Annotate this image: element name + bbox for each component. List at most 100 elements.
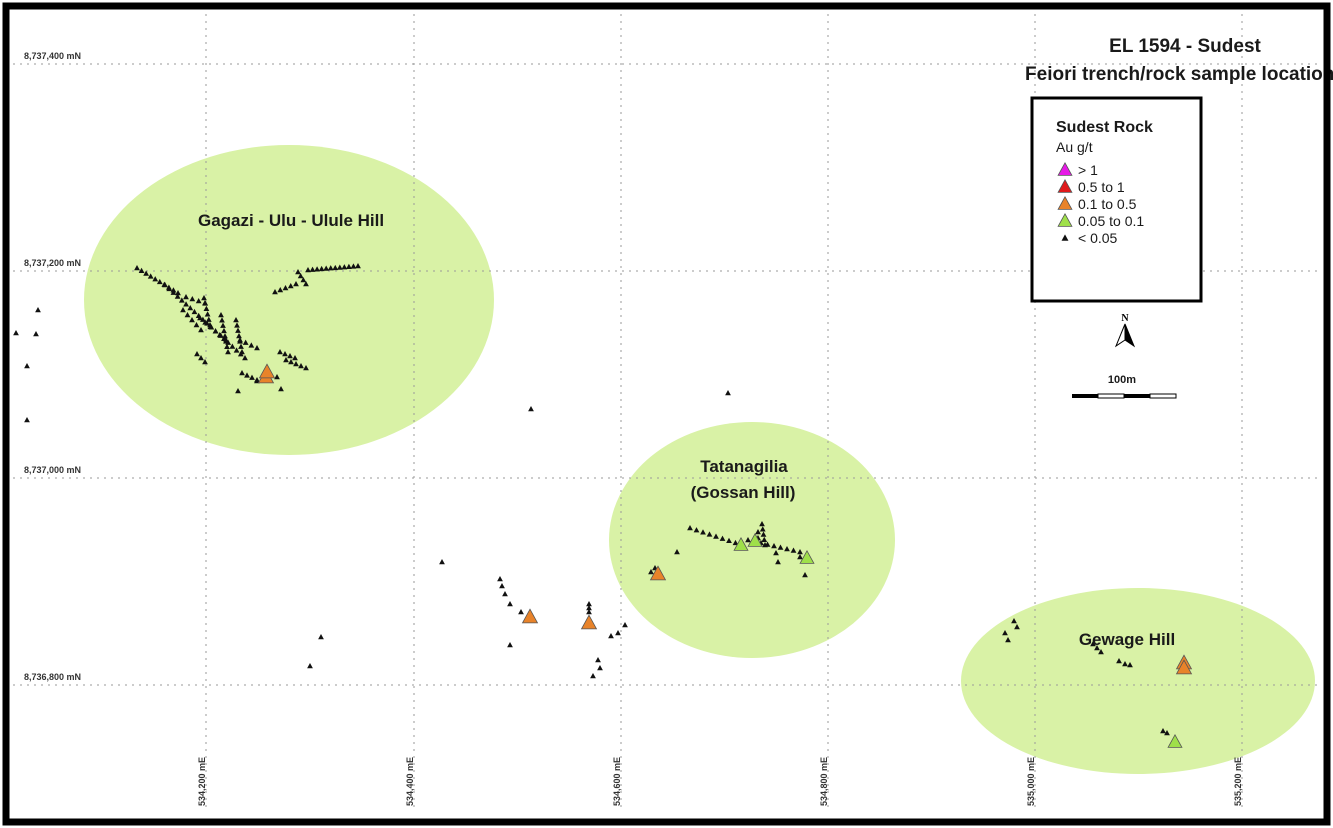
- graticule: [13, 14, 1318, 812]
- sample-point: [201, 295, 207, 301]
- sample-point: [797, 554, 803, 560]
- sample-point: [223, 338, 229, 344]
- sample-point: [178, 297, 185, 303]
- sample-point: [13, 330, 19, 336]
- sample-point: [507, 642, 513, 648]
- sample-point: [507, 601, 513, 607]
- sample-point: [327, 265, 334, 271]
- sample-point: [191, 308, 198, 315]
- sample-point: [713, 533, 719, 539]
- area-gewage: [961, 588, 1315, 774]
- sample-point: [759, 521, 765, 527]
- north-arrow-right-half: [1124, 323, 1136, 348]
- sample-point: [1127, 662, 1133, 668]
- sample-point: [773, 550, 779, 556]
- sample-point: [608, 633, 614, 639]
- map-title: EL 1594 - Sudest Feiori trench/rock samp…: [1025, 36, 1333, 85]
- legend-rows: > 10.5 to 10.1 to 0.50.05 to 0.1< 0.05: [1057, 161, 1144, 246]
- sample-point: [254, 345, 260, 351]
- northing-label: 8,737,200 mN: [24, 258, 81, 268]
- sample-point: [198, 355, 204, 361]
- sample-point: [24, 363, 30, 369]
- sample-point: [307, 663, 313, 669]
- sample-point: [687, 525, 693, 531]
- sample-point: [521, 608, 539, 624]
- sample-point: [138, 267, 145, 274]
- sample-point: [1098, 649, 1104, 655]
- scale-bar-segment: [1149, 393, 1177, 399]
- sample-point: [277, 349, 283, 355]
- area-label-tatanagilia-line2: (Gossan Hill): [691, 483, 796, 502]
- sample-point: [293, 281, 299, 287]
- northing-label: 8,737,000 mN: [24, 465, 81, 475]
- sample-point: [497, 576, 503, 582]
- sample-point: [622, 622, 628, 628]
- sample-point: [283, 357, 289, 363]
- legend-symbol: [1061, 234, 1069, 241]
- area-label-tatanagilia-line1: Tatanagilia: [700, 457, 788, 476]
- sample-point: [784, 546, 790, 552]
- sample-point: [287, 283, 294, 289]
- sample-point: [439, 559, 445, 565]
- sample-point: [239, 370, 245, 376]
- sample-point: [726, 537, 732, 543]
- easting-label: 535,200 mE: [1233, 757, 1243, 806]
- sample-point: [197, 315, 203, 321]
- sample-point: [174, 293, 181, 299]
- sample-point: [775, 559, 781, 565]
- sample-point: [706, 531, 713, 537]
- sample-point: [236, 333, 242, 339]
- sample-point: [1175, 659, 1193, 675]
- sample-point: [318, 265, 325, 272]
- sample-point: [233, 317, 239, 323]
- sample-point: [1116, 658, 1122, 664]
- sample-point: [732, 539, 739, 546]
- sample-point: [287, 353, 293, 359]
- sample-point: [205, 316, 212, 322]
- sample-point: [799, 549, 815, 564]
- area-gagazi: [84, 145, 494, 455]
- easting-label: 534,400 mE: [405, 757, 415, 806]
- sample-point: [254, 378, 260, 384]
- easting-label: 534,800 mE: [819, 757, 829, 806]
- north-arrow: N: [1114, 313, 1136, 348]
- area-label-gewage: Gewage Hill: [1079, 630, 1175, 649]
- sample-point: [212, 328, 219, 334]
- sample-point: [224, 343, 230, 349]
- sample-point: [277, 287, 284, 293]
- area-labels: Gagazi - Ulu - Ulule Hill Tatanagilia (G…: [198, 211, 1175, 649]
- sample-point: [222, 333, 228, 339]
- sample-point: [282, 351, 288, 357]
- legend-symbol: [1057, 161, 1073, 176]
- sample-point: [674, 549, 680, 555]
- sample-point: [242, 355, 248, 361]
- sample-point: [755, 529, 761, 535]
- sample-point: [745, 537, 751, 543]
- sample-point: [648, 569, 654, 575]
- sample-point: [218, 312, 224, 318]
- sample-point: [303, 281, 309, 287]
- sample-point: [1002, 630, 1008, 636]
- sample-point: [1122, 661, 1128, 667]
- sample-point: [649, 565, 667, 581]
- scale-bar-segment: [1097, 393, 1125, 399]
- sample-point: [189, 317, 195, 323]
- sample-point: [170, 289, 177, 295]
- sample-point: [162, 282, 168, 288]
- sample-point: [1014, 624, 1020, 630]
- legend-symbol: [1057, 212, 1073, 227]
- sample-point: [203, 305, 210, 312]
- sample-point: [193, 322, 200, 328]
- sample-point: [615, 630, 621, 636]
- sample-point: [239, 349, 245, 355]
- sample-point: [295, 269, 301, 275]
- sample-point: [217, 332, 224, 338]
- legend-subtitle: Au g/t: [1056, 139, 1093, 155]
- sample-point: [346, 263, 352, 269]
- scale-bar: 100m: [1072, 374, 1177, 399]
- easting-labels: 534,200 mE 534,400 mE 534,600 mE 534,800…: [197, 757, 1243, 806]
- sample-point: [590, 673, 596, 679]
- sample-point: [24, 417, 30, 423]
- sample-point: [586, 609, 592, 615]
- easting-label: 535,000 mE: [1026, 757, 1036, 806]
